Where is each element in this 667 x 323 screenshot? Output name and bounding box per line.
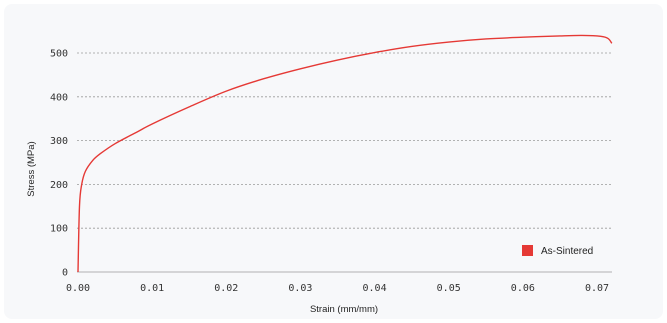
x-tick-label: 0.03	[288, 283, 312, 294]
y-tick-label: 400	[50, 92, 68, 103]
x-tick-label: 0.06	[511, 283, 535, 294]
x-tick-label: 0.00	[66, 283, 90, 294]
y-tick-label: 100	[50, 224, 68, 235]
x-tick-label: 0.05	[437, 283, 461, 294]
y-tick-label: 0	[62, 268, 68, 279]
y-tick-label: 200	[50, 180, 68, 191]
x-tick-label: 0.02	[214, 283, 238, 294]
x-tick-label: 0.04	[363, 283, 387, 294]
x-axis-ticks: 0.00 0.01 0.02 0.03 0.04 0.05 0.06 0.07	[66, 283, 609, 294]
legend-label: As-Sintered	[541, 246, 593, 257]
y-axis-label: Stress (MPa)	[26, 141, 37, 196]
y-axis-ticks: 0 100 200 300 400 500	[50, 49, 68, 279]
series-line-1[interactable]	[78, 35, 612, 272]
legend-swatch	[522, 245, 533, 256]
legend[interactable]: As-Sintered	[522, 245, 593, 257]
x-axis-label: Strain (mm/mm)	[310, 304, 378, 315]
y-tick-label: 300	[50, 136, 68, 147]
y-tick-label: 500	[50, 49, 68, 60]
x-tick-label: 0.07	[585, 283, 609, 294]
grid-lines	[77, 53, 612, 272]
series-group	[78, 35, 612, 272]
x-tick-label: 0.01	[140, 283, 164, 294]
